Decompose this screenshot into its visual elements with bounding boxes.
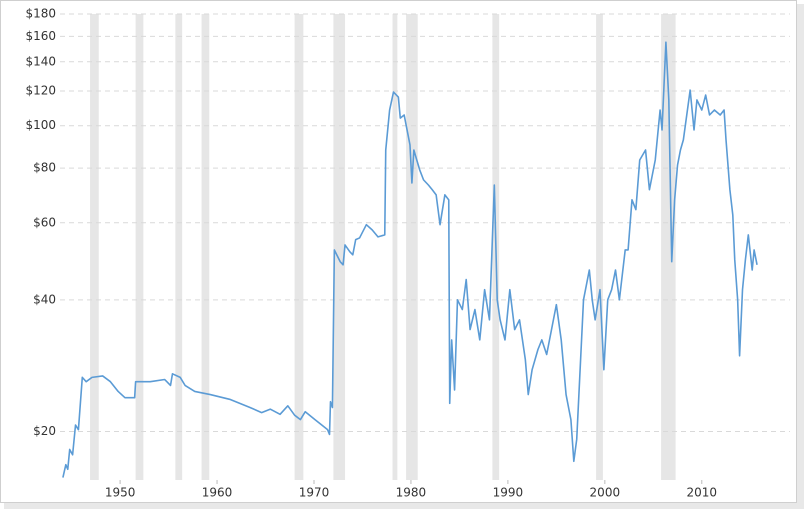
y-tick-label: $40 [33,292,56,306]
shadow [4,503,804,509]
recession-band [294,14,304,480]
y-tick-label: $80 [33,161,56,175]
frame [0,0,797,503]
price-line [62,41,758,478]
y-tick-label: $120 [25,84,56,98]
recession-band [392,14,398,480]
y-tick-label: $100 [25,118,56,132]
recession-band [596,14,603,480]
recession-band [201,14,210,480]
recession-band [333,14,346,480]
y-tick-label: $160 [25,29,56,43]
y-tick-label: $180 [25,7,56,21]
x-tick-label: 1960 [202,486,233,500]
x-tick-label: 1970 [299,486,330,500]
x-tick-label: 1990 [493,486,524,500]
recession-band [175,14,183,480]
x-tick-label: 1980 [396,486,427,500]
y-tick-label: $140 [25,54,56,68]
recession-band [661,14,676,480]
x-tick-label: 2000 [590,486,621,500]
y-tick-label: $60 [33,215,56,229]
recession-band [135,14,144,480]
shadow [797,4,804,509]
recession-band [406,14,418,480]
y-tick-label: $20 [33,424,56,438]
x-tick-label: 2010 [687,486,718,500]
recession-band [90,14,99,480]
x-tick-label: 1950 [105,486,136,500]
